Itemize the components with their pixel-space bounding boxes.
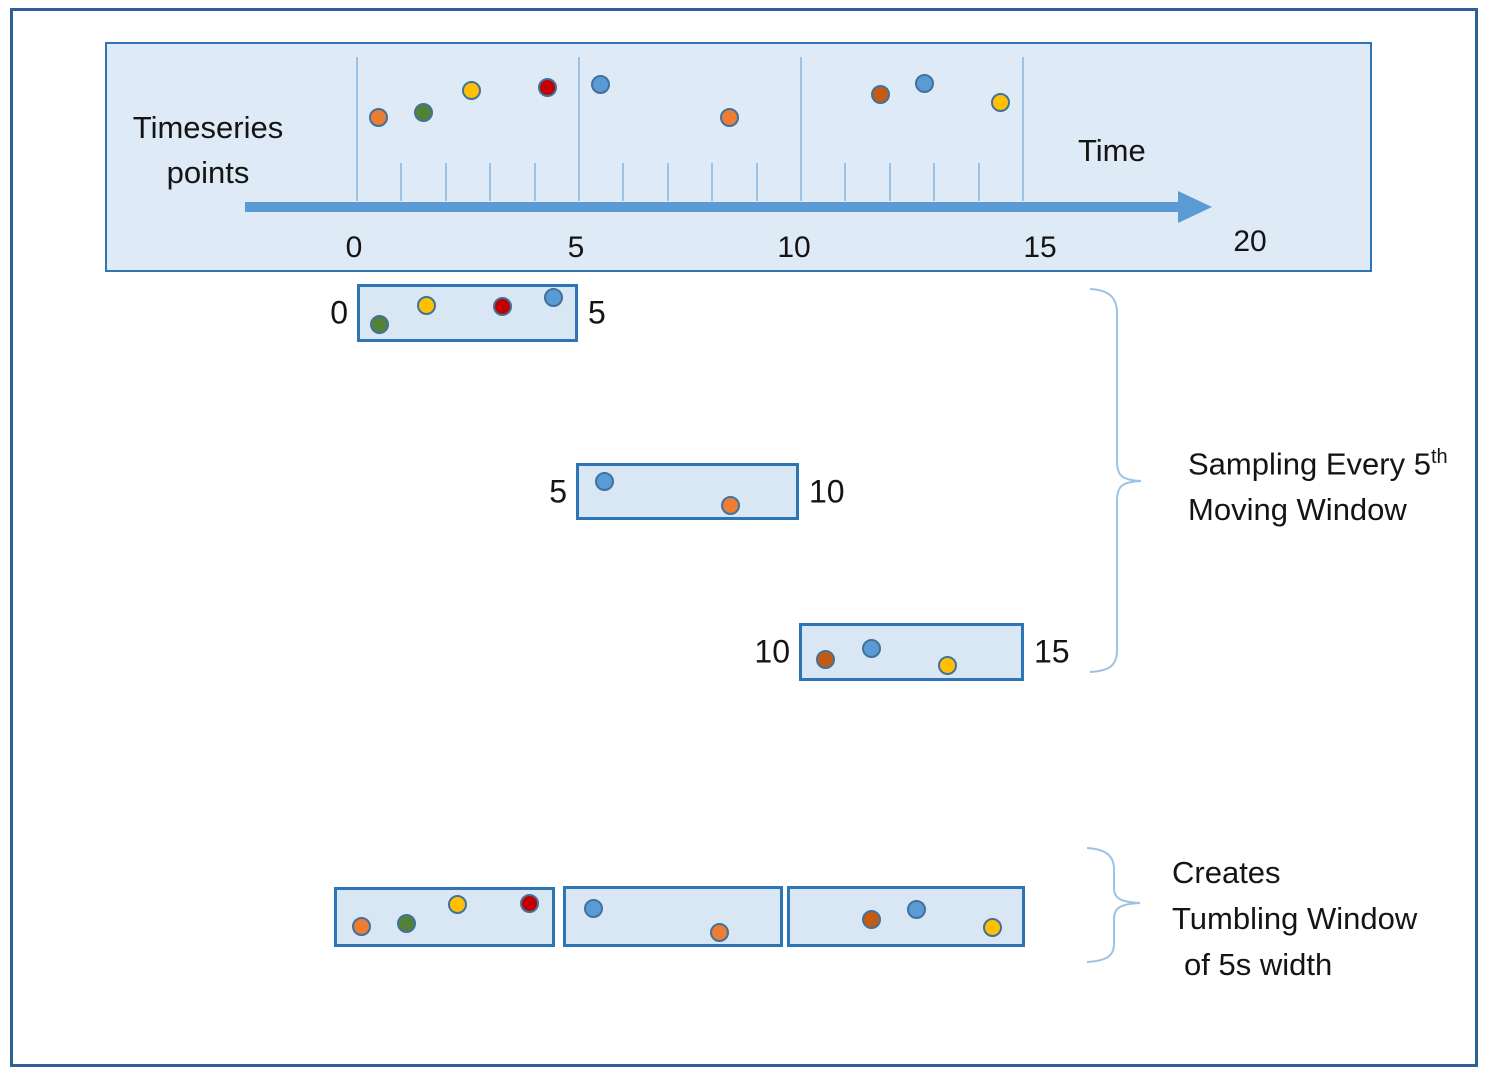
time-axis-label: Time xyxy=(1078,133,1146,168)
axis-minor-tick xyxy=(444,163,447,201)
tumbling-window-annotation: Creates Tumbling Window of 5s width xyxy=(1172,850,1417,988)
data-point-green xyxy=(369,314,389,334)
axis-gridline xyxy=(1022,57,1024,201)
moving-window-box xyxy=(576,463,799,520)
axis-minor-tick xyxy=(711,163,714,201)
data-point-yellow xyxy=(990,92,1010,112)
data-point-yellow xyxy=(982,917,1002,937)
moving-window-annotation: Sampling Every 5th Moving Window xyxy=(1188,434,1448,533)
axis-minor-tick xyxy=(622,163,625,201)
moving-annotation-line1: Sampling Every 5th xyxy=(1188,446,1448,482)
data-point-orange xyxy=(719,107,739,127)
data-point-green xyxy=(413,102,433,122)
data-point-brown xyxy=(815,649,835,669)
window-start-label: 5 xyxy=(549,473,567,509)
axis-tick-label: 0 xyxy=(345,231,363,264)
axis-minor-tick xyxy=(977,163,980,201)
axis-minor-tick xyxy=(489,163,492,201)
time-axis-arrowhead-icon xyxy=(1178,191,1212,223)
data-point-blue xyxy=(590,74,610,94)
data-point-blue xyxy=(914,73,934,93)
tumbling-window-box xyxy=(787,886,1025,947)
data-point-orange xyxy=(709,922,729,942)
data-point-red xyxy=(519,893,539,913)
data-point-orange xyxy=(368,107,388,127)
axis-minor-tick xyxy=(844,163,847,201)
axis-tick-label: 20 xyxy=(1233,225,1267,258)
data-point-yellow xyxy=(937,655,957,675)
axis-gridline xyxy=(578,57,580,201)
data-point-blue xyxy=(583,898,603,918)
axis-minor-tick xyxy=(533,163,536,201)
window-end-label: 15 xyxy=(1034,633,1070,670)
timeline-panel xyxy=(105,42,1372,272)
moving-window-box xyxy=(799,623,1024,681)
window-end-label: 10 xyxy=(809,473,845,509)
moving-window-box xyxy=(357,284,578,342)
window-end-label: 5 xyxy=(588,294,606,331)
axis-tick-label: 5 xyxy=(567,231,585,264)
data-point-yellow xyxy=(416,295,436,315)
tumbling-annotation-line3: of 5s width xyxy=(1184,947,1333,982)
data-point-blue xyxy=(543,287,563,307)
outer-border xyxy=(10,8,1478,1067)
tumbling-annotation-line1: Creates xyxy=(1172,855,1281,890)
axis-minor-tick xyxy=(888,163,891,201)
axis-gridline xyxy=(800,57,802,201)
data-point-brown xyxy=(861,909,881,929)
data-point-brown xyxy=(870,84,890,104)
superscript-th: th xyxy=(1430,446,1448,468)
data-point-red xyxy=(537,77,557,97)
axis-minor-tick xyxy=(666,163,669,201)
data-point-blue xyxy=(861,638,881,658)
tumbling-window-box xyxy=(563,886,783,947)
data-point-red xyxy=(492,296,512,316)
tumbling-window-box xyxy=(334,887,555,947)
tumbling-annotation-line2: Tumbling Window xyxy=(1172,901,1418,936)
data-point-orange xyxy=(351,916,371,936)
axis-tick-label: 10 xyxy=(777,231,811,264)
axis-tick-label: 15 xyxy=(1023,231,1057,264)
window-start-label: 10 xyxy=(754,633,790,670)
data-point-yellow xyxy=(461,80,481,100)
axis-minor-tick xyxy=(755,163,758,201)
timeseries-points-label: Timeseries points xyxy=(132,110,284,190)
axis-minor-tick xyxy=(933,163,936,201)
data-point-green xyxy=(396,913,416,933)
axis-minor-tick xyxy=(400,163,403,201)
data-point-blue xyxy=(906,899,926,919)
time-axis xyxy=(245,202,1178,212)
data-point-orange xyxy=(720,495,740,515)
data-point-blue xyxy=(594,471,614,491)
window-start-label: 0 xyxy=(330,294,348,331)
moving-annotation-line2: Moving Window xyxy=(1188,492,1407,528)
axis-gridline xyxy=(356,57,358,201)
data-point-yellow xyxy=(447,894,467,914)
